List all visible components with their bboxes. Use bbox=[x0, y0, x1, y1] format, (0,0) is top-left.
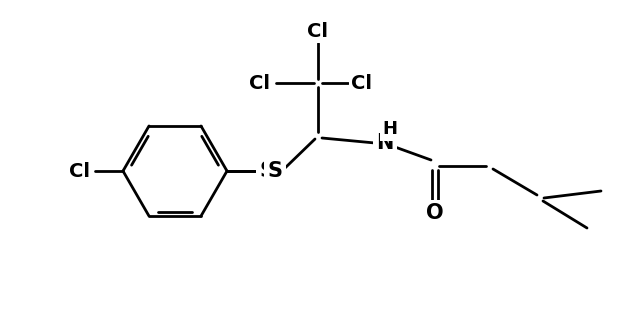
Text: Cl: Cl bbox=[250, 73, 271, 92]
Text: H: H bbox=[383, 120, 397, 138]
Text: Cl: Cl bbox=[351, 73, 372, 92]
Text: O: O bbox=[426, 203, 444, 223]
Text: Cl: Cl bbox=[307, 22, 328, 40]
Text: S: S bbox=[259, 161, 275, 181]
Text: Cl: Cl bbox=[68, 162, 90, 180]
Text: N: N bbox=[376, 133, 394, 153]
Text: S: S bbox=[268, 161, 282, 181]
